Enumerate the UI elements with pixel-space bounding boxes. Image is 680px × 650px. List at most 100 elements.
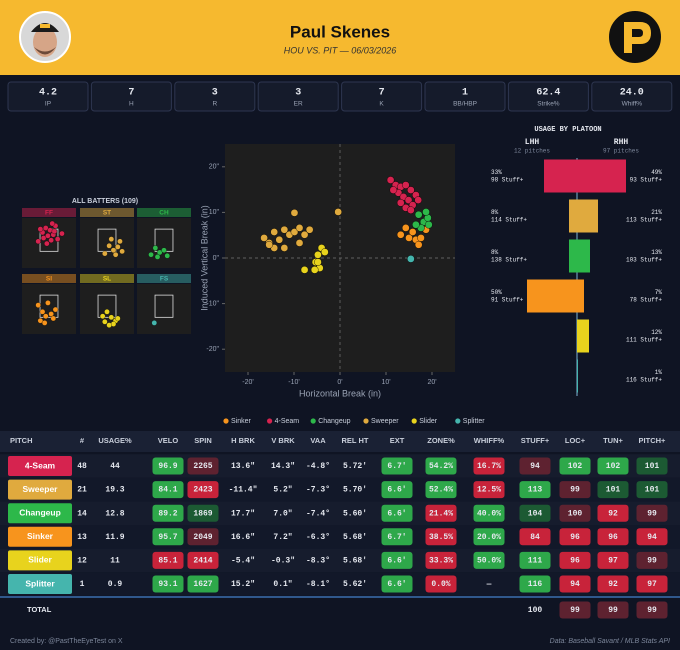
pitch-name: Changeup <box>19 507 61 517</box>
cell-pill <box>636 601 668 619</box>
lhh-pct: 8% <box>491 249 499 256</box>
column-header: TUN+ <box>603 436 623 445</box>
rhh-bar <box>577 239 590 273</box>
cell-pill <box>152 481 184 499</box>
pitch-location <box>115 244 121 250</box>
legend-label: Splitter <box>463 418 485 425</box>
table-cell: 116 <box>528 580 543 589</box>
table-cell: 1627 <box>193 580 212 589</box>
column-header: REL HT <box>342 436 369 445</box>
rhh-stuff: 93 Stuff+ <box>630 177 663 184</box>
movement-point <box>310 266 319 274</box>
table-cell: -4.8° <box>306 462 330 471</box>
legend-label: Sinker <box>231 418 252 425</box>
table-cell: 89.2 <box>158 509 177 518</box>
table-cell: 93.1 <box>158 580 177 589</box>
cell-pill <box>473 528 505 546</box>
cell-pill <box>381 575 413 593</box>
stat-value: 3 <box>295 88 301 99</box>
cell-pill <box>636 457 668 475</box>
pitch-location <box>45 300 51 306</box>
cell-pill <box>519 528 551 546</box>
table-cell: 48 <box>77 462 87 471</box>
zone-tag-label: SI <box>46 275 52 282</box>
movement-point <box>295 239 304 247</box>
table-cell: 101 <box>645 486 660 495</box>
rhh-label: RHH <box>614 138 629 147</box>
cell-pill <box>519 481 551 499</box>
pitch-badge <box>8 503 72 524</box>
movement-point <box>280 244 289 252</box>
pitch-location <box>108 314 115 321</box>
table-cell: 5.62' <box>343 580 367 589</box>
stat-value: 1 <box>462 88 468 99</box>
zone-panel <box>80 218 134 268</box>
pitch-location <box>156 249 163 256</box>
rhh-pct: 21% <box>651 209 662 216</box>
column-header: WHIFF% <box>474 436 505 445</box>
lhh-bar <box>544 159 577 193</box>
table-cell: 12.5% <box>477 486 501 495</box>
rhh-bar <box>577 359 578 393</box>
cell-pill <box>152 504 184 522</box>
movement-point <box>295 224 304 232</box>
table-header-band <box>0 431 680 452</box>
y-tick-label: -10" <box>206 300 219 307</box>
table-cell: 33.3% <box>429 557 453 566</box>
cell-pill <box>636 575 668 593</box>
pitch-location <box>35 302 41 308</box>
subtitle: HOU VS. PIT — 06/03/2026 <box>284 45 397 55</box>
cell-pill <box>425 528 457 546</box>
title: Paul Skenes <box>290 22 390 41</box>
pitch-location <box>43 313 49 319</box>
pitch-location <box>148 251 154 258</box>
legend-label: 4-Seam <box>275 418 300 425</box>
x-tick-label: 10' <box>381 379 390 386</box>
pitch-location <box>44 240 50 247</box>
cell-pill <box>597 528 629 546</box>
cell-pill <box>597 457 629 475</box>
movement-point <box>260 234 268 242</box>
pitch-location <box>59 230 65 237</box>
stat-box <box>507 81 589 112</box>
cell-pill <box>597 481 629 499</box>
cell-pill <box>559 601 591 619</box>
pitch-location <box>52 306 59 313</box>
pitch-location <box>48 311 54 317</box>
table-cell: 6.7' <box>387 462 406 471</box>
pitch-badge <box>8 456 72 476</box>
table-cell: 92 <box>608 509 618 518</box>
movement-point <box>407 206 415 214</box>
strike-zone <box>97 228 117 252</box>
table-cell: 94 <box>570 580 580 589</box>
movement-point <box>414 240 423 249</box>
table-cell: 0.9 <box>108 580 123 589</box>
zone-tag-label: SL <box>103 275 111 282</box>
table-cell: 16.6" <box>231 533 255 542</box>
table-cell: 99 <box>647 606 657 615</box>
movement-point <box>290 209 299 217</box>
pitch-location <box>43 225 49 231</box>
table-cell: 99 <box>570 486 580 495</box>
table-cell: 5.68' <box>343 533 367 542</box>
table-cell: 13 <box>77 533 87 542</box>
stat-box <box>174 81 256 112</box>
strike-zone <box>154 294 174 318</box>
zones-title: ALL BATTERS (109) <box>72 198 138 205</box>
table-cell: 6.7' <box>387 533 406 542</box>
pitch-location <box>110 247 117 253</box>
column-header: SPIN <box>194 436 212 445</box>
movement-point <box>401 181 410 189</box>
rhh-pct: 13% <box>651 249 662 256</box>
zone-tag-label: CH <box>159 209 169 216</box>
zone-tag-label: FF <box>45 209 53 216</box>
table-cell: 11.9 <box>105 533 124 542</box>
table-cell: 2414 <box>193 557 212 566</box>
table-cell: 2049 <box>193 533 212 542</box>
pitch-location <box>104 309 110 315</box>
movement-point <box>407 186 415 194</box>
lhh-stuff: 91 Stuff+ <box>491 297 524 304</box>
table-cell: 101 <box>606 486 621 495</box>
table-cell: 19.3 <box>105 486 124 495</box>
cell-pill <box>473 457 505 475</box>
